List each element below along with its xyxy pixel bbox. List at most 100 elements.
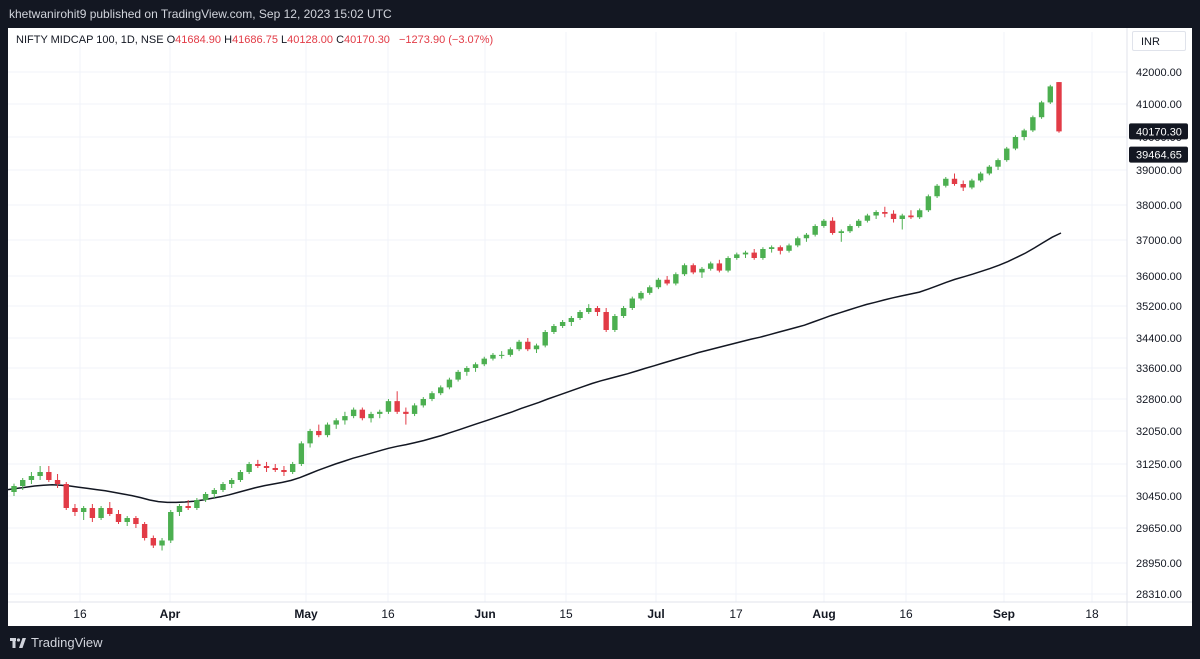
price-tag — [1129, 146, 1188, 163]
x-tick-label: May — [294, 607, 318, 621]
candle-body — [37, 472, 43, 476]
candle-body — [559, 322, 566, 326]
y-tick-label: 38000.00 — [1136, 200, 1182, 212]
candle-body — [699, 268, 705, 273]
candle-body — [46, 472, 52, 480]
candle-body — [960, 184, 966, 188]
x-tick-label: Jun — [474, 607, 495, 621]
candle-body — [821, 220, 827, 226]
y-tick-label: 36000.00 — [1136, 271, 1182, 283]
y-tick-label: 29650.00 — [1136, 523, 1182, 535]
candle-body — [1012, 137, 1019, 149]
candle-body — [594, 308, 601, 312]
candle-body — [707, 263, 714, 269]
candle-body — [882, 212, 888, 214]
candle-body — [742, 252, 749, 255]
symbol-name[interactable]: NIFTY MIDCAP 100, 1D, NSE — [16, 34, 164, 46]
y-tick-label: 34400.00 — [1136, 333, 1182, 345]
moving-average-layer — [7, 232, 1062, 504]
x-tick-label: Apr — [160, 607, 181, 621]
bottom-bar — [0, 626, 1200, 659]
candle-body — [342, 416, 348, 421]
price-tag-label: 40170.30 — [1136, 126, 1182, 138]
y-tick-label: 32800.00 — [1136, 394, 1182, 406]
candle-body — [115, 514, 122, 522]
tradingview-logo-icon — [10, 637, 26, 648]
candle-body — [176, 506, 183, 512]
candle-body — [133, 518, 139, 524]
currency-button[interactable]: INR — [1132, 31, 1186, 51]
candle-body — [777, 247, 784, 251]
candle-body — [786, 245, 792, 251]
x-tick-label: 16 — [73, 607, 87, 621]
candle-body — [533, 345, 540, 350]
chart-grid — [8, 32, 1127, 602]
candle-body — [368, 413, 374, 419]
candle-body — [725, 258, 731, 271]
candle-body — [768, 247, 775, 249]
candle-body — [551, 326, 557, 332]
candle-body — [760, 249, 766, 258]
candle-body — [420, 399, 426, 406]
x-tick-label: 16 — [381, 607, 395, 621]
published-info: khetwanirohit9 published on TradingView.… — [9, 7, 392, 21]
candle-body — [272, 468, 278, 470]
candle-body — [11, 486, 17, 492]
low-value: 40128.00 — [287, 34, 334, 46]
candle-body — [455, 371, 461, 380]
close-key: C — [336, 34, 345, 46]
candle-body — [394, 401, 400, 412]
candle-body — [890, 213, 897, 219]
candle-body — [1004, 148, 1010, 161]
x-tick-label: 15 — [559, 607, 573, 621]
x-tick-label: 18 — [1085, 607, 1099, 621]
chart-frame[interactable] — [8, 28, 1192, 626]
brand-name: TradingView — [31, 635, 103, 650]
candle-body — [612, 316, 618, 330]
brand[interactable]: TradingView — [10, 635, 103, 650]
candle-body — [150, 538, 157, 546]
candle-body — [734, 254, 740, 258]
price-tags: 40170.30 39464.65 — [1129, 123, 1188, 163]
candle-body — [995, 160, 1001, 167]
change-value: −1273.90 (−3.07%) — [399, 34, 494, 46]
candle-body — [333, 420, 339, 425]
candle-body — [525, 341, 531, 350]
candle-body — [751, 252, 757, 258]
candle-body — [498, 354, 505, 356]
candle-body — [690, 265, 696, 273]
candle-body — [977, 173, 984, 181]
y-tick-label: 32050.00 — [1136, 426, 1182, 438]
candle-body — [411, 405, 418, 414]
candle-body — [202, 494, 209, 500]
y-tick-label: 35200.00 — [1136, 301, 1182, 313]
candle-body — [185, 506, 191, 508]
candle-body — [620, 308, 627, 316]
candle-body — [943, 178, 949, 186]
y-tick-label: 37000.00 — [1136, 235, 1182, 247]
price-tag-label: 39464.65 — [1136, 150, 1182, 162]
open-key: O — [166, 34, 176, 46]
candle-body — [577, 312, 583, 318]
high-key: H — [224, 34, 233, 46]
moving-average-line — [7, 232, 1062, 504]
candle-body — [72, 508, 78, 512]
y-tick-label: 28310.00 — [1136, 589, 1182, 601]
x-tick-label: 17 — [729, 607, 743, 621]
candle-body — [316, 431, 322, 436]
candle-body — [847, 226, 853, 232]
candle-body — [385, 401, 392, 412]
candle-body — [168, 512, 174, 541]
y-tick-label: 42000.00 — [1136, 67, 1182, 79]
candle-body — [141, 524, 148, 538]
candle-body — [1038, 102, 1045, 118]
candle-body — [629, 298, 635, 308]
top-bar — [0, 0, 1200, 28]
y-tick-label: 41000.00 — [1136, 99, 1182, 111]
candle-body — [377, 411, 383, 414]
candle-body — [812, 226, 818, 235]
candle-body — [220, 484, 226, 490]
candle-body — [795, 238, 801, 246]
candle-body — [63, 484, 69, 508]
